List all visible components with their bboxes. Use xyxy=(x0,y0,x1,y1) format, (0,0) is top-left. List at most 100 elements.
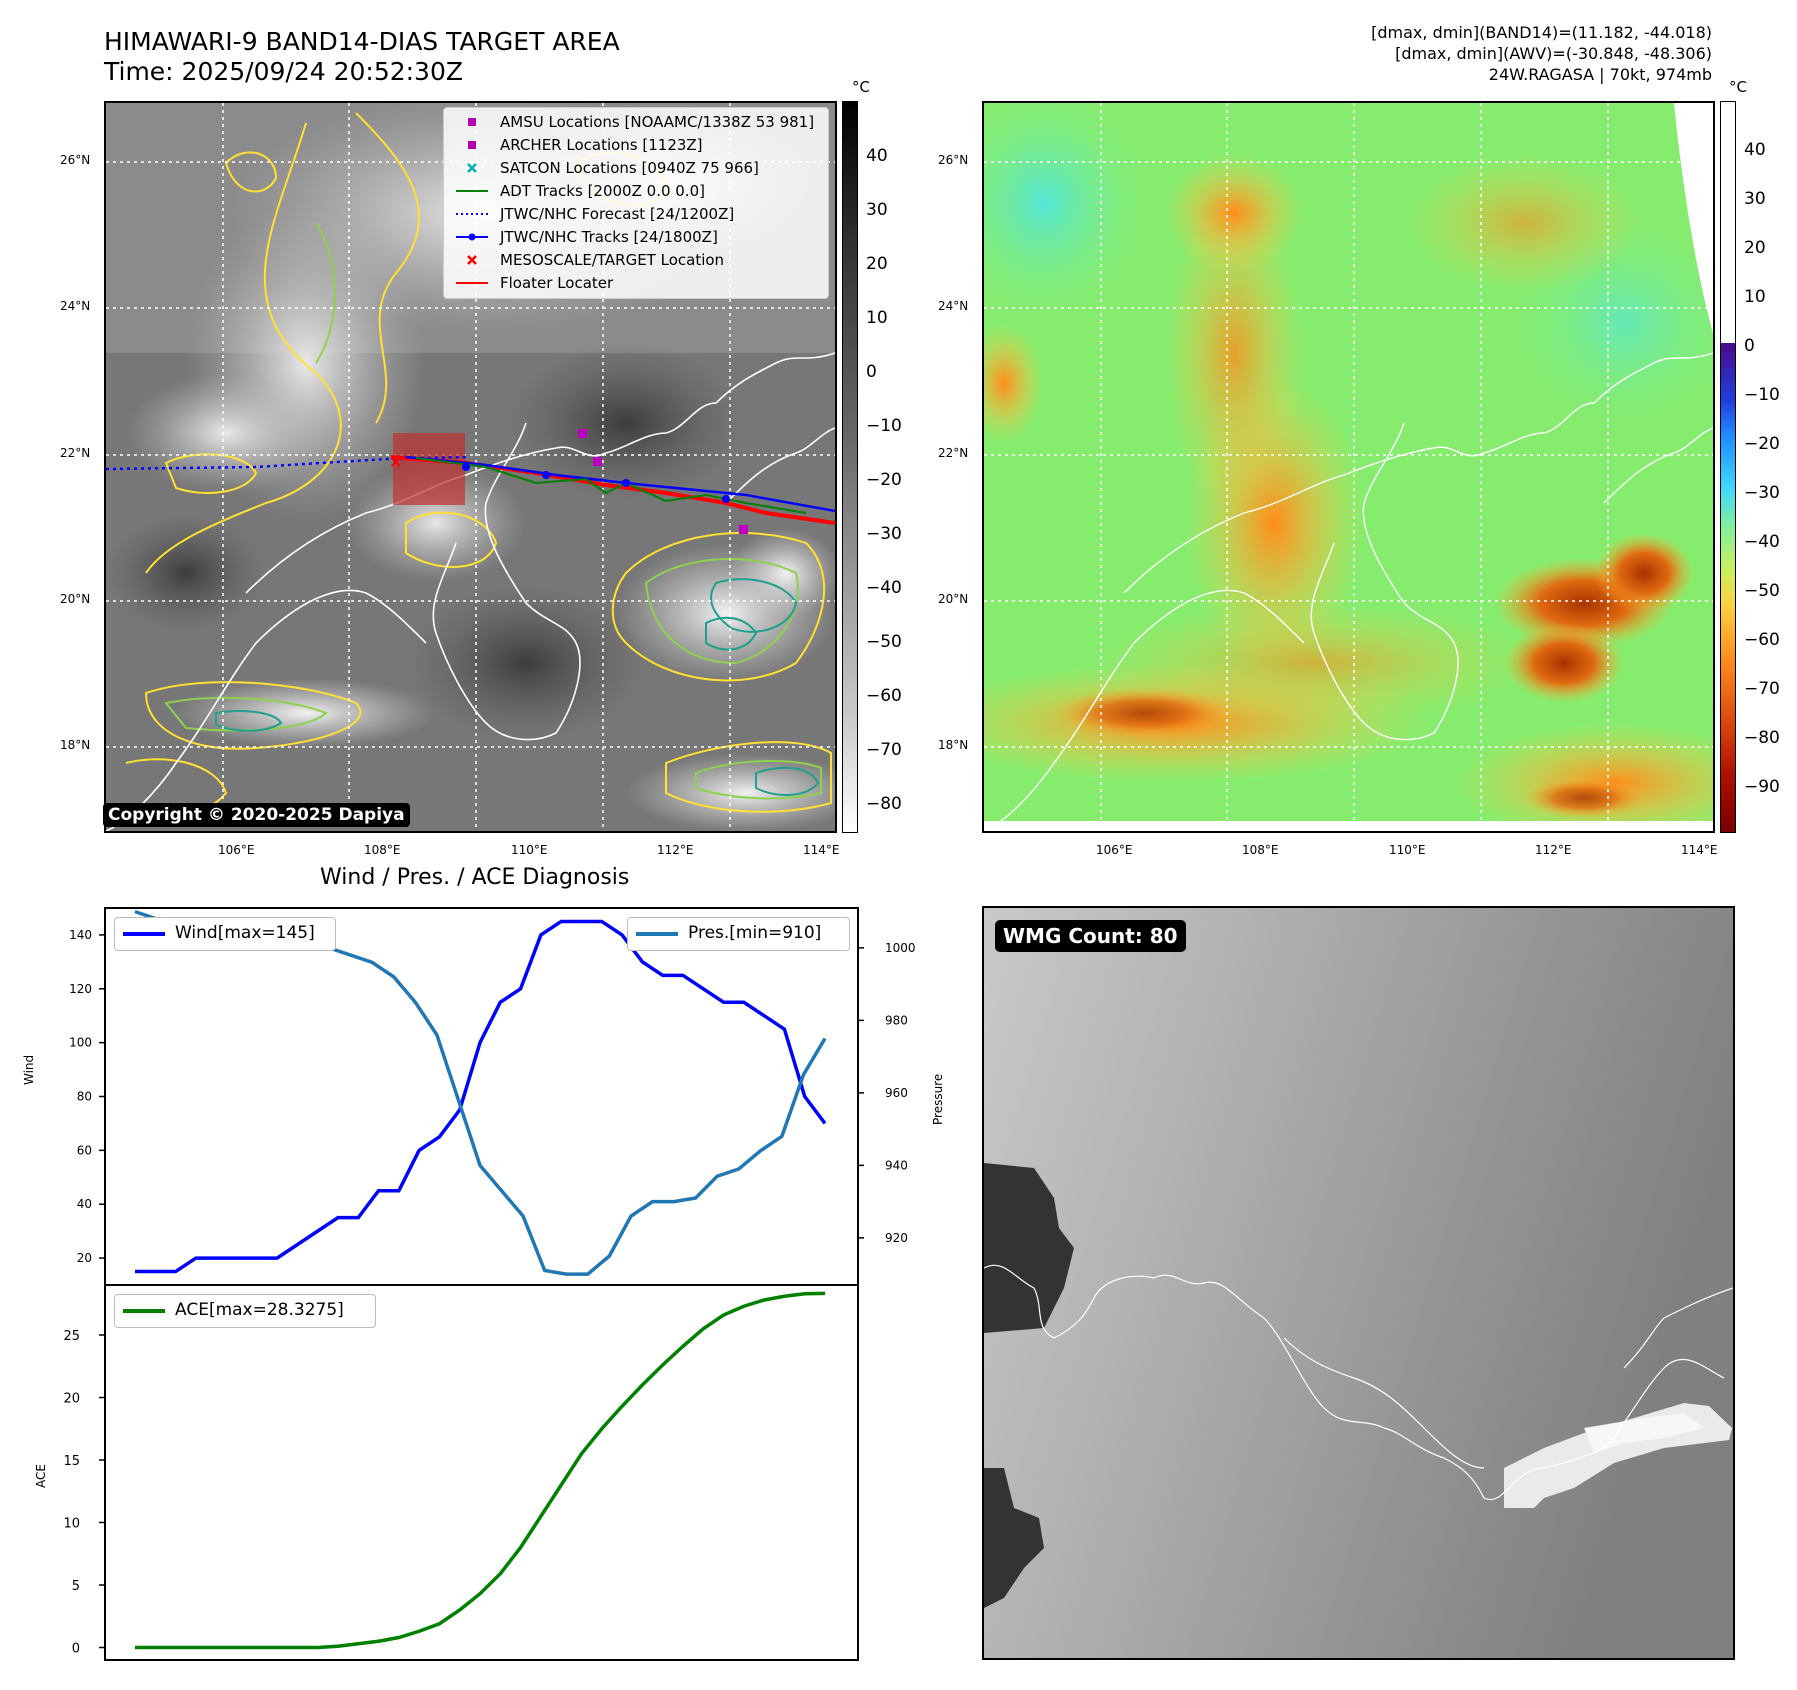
pressure-axis-label: Pressure xyxy=(931,1073,945,1125)
wind-axis-label: Wind xyxy=(22,1054,36,1085)
awv-colorbar-tick: 0 xyxy=(1744,336,1755,356)
ir-lon-tick: 110°E xyxy=(511,843,548,857)
awv-colorbar-tick: −40 xyxy=(1744,532,1780,552)
pressure-tick-label: 960 xyxy=(885,1086,908,1100)
awv-lat-tick: 20°N xyxy=(938,592,969,606)
wind-series-line xyxy=(135,919,827,1274)
ir-lon-tick: 112°E xyxy=(657,843,694,857)
ir-colorbar-tick: 10 xyxy=(866,308,888,328)
ace-y-axis: 0 5 10 15 20 25 xyxy=(63,1329,105,1657)
storm-info: 24W.RAGASA | 70kt, 974mb xyxy=(1488,65,1712,84)
wind-pressure-axes xyxy=(104,907,859,1286)
wind-legend-label: Wind[max=145] xyxy=(175,923,315,943)
wmg-image xyxy=(984,908,1733,1658)
awv-colorbar-tick: −20 xyxy=(1744,434,1780,454)
ace-tick-label: 15 xyxy=(63,1454,80,1469)
ace-tick-label: 0 xyxy=(72,1642,80,1657)
awv-colorbar-tick: 40 xyxy=(1744,140,1766,160)
awv-colorbar-tick: −90 xyxy=(1744,777,1780,797)
copyright-label: Copyright © 2020-2025 Dapiya xyxy=(103,803,410,827)
x-marker-icon xyxy=(454,250,490,270)
ir-colorbar xyxy=(842,101,858,833)
awv-colorbar-tick: 30 xyxy=(1744,189,1766,209)
awv-lon-tick: 112°E xyxy=(1535,843,1572,857)
pressure-y-axis: 920 940 960 980 1000 xyxy=(858,941,916,1245)
diagnosis-chart-title: Wind / Pres. / ACE Diagnosis xyxy=(320,865,630,890)
awv-colorbar-tick: 20 xyxy=(1744,238,1766,258)
wmg-panel xyxy=(982,906,1735,1660)
figure-title: HIMAWARI-9 BAND14-DIAS TARGET AREA xyxy=(104,27,620,56)
ace-tick-label: 25 xyxy=(63,1329,80,1344)
ir-colorbar-tick: 20 xyxy=(866,254,888,274)
awv-colorbar-tick: −10 xyxy=(1744,385,1780,405)
ir-lat-tick: 22°N xyxy=(60,446,91,460)
ir-colorbar-tick: −40 xyxy=(866,578,902,598)
ir-colorbar-tick: −30 xyxy=(866,524,902,544)
line-marker-icon xyxy=(454,273,490,293)
diagnosis-charts: 20 40 60 80 100 120 140 920 940 960 980 1000 0 5 10 1… xyxy=(63,907,916,1661)
awv-colorbar-tick: −80 xyxy=(1744,728,1780,748)
ir-lat-tick: 18°N xyxy=(60,738,91,752)
pressure-tick-label: 940 xyxy=(885,1158,908,1172)
ir-lat-tick: 24°N xyxy=(60,299,91,313)
pressure-tick-label: 1000 xyxy=(885,941,916,955)
awv-colorbar-tick: −50 xyxy=(1744,581,1780,601)
wind-legend: Wind[max=145] xyxy=(114,917,336,951)
ir-lon-tick: 106°E xyxy=(218,843,255,857)
awv-lat-tick: 22°N xyxy=(938,446,969,460)
ace-series-line xyxy=(135,1291,826,1650)
ir-colorbar-tick: −50 xyxy=(866,632,902,652)
line-marker-icon xyxy=(454,181,490,201)
awv-colorbar-tick: −60 xyxy=(1744,630,1780,650)
wind-tick-label: 140 xyxy=(69,928,92,942)
awv-colorbar-tick: 10 xyxy=(1744,287,1766,307)
wind-line-swatch xyxy=(123,932,165,936)
pressure-legend-label: Pres.[min=910] xyxy=(688,923,822,943)
awv-map-panel xyxy=(982,101,1715,833)
ir-lon-tick: 108°E xyxy=(364,843,401,857)
ir-lat-tick: 26°N xyxy=(60,153,91,167)
wind-tick-label: 40 xyxy=(77,1197,92,1211)
ace-legend: ACE[max=28.3275] xyxy=(114,1294,376,1328)
line-dot-marker-icon xyxy=(454,227,490,247)
awv-lon-tick: 108°E xyxy=(1242,843,1279,857)
awv-lon-tick: 114°E xyxy=(1681,843,1718,857)
awv-lat-tick: 24°N xyxy=(938,299,969,313)
ace-axes xyxy=(104,1284,859,1661)
ace-tick-label: 20 xyxy=(63,1392,80,1407)
pressure-tick-label: 920 xyxy=(885,1231,908,1245)
ir-colorbar-tick: 40 xyxy=(866,146,888,166)
band14-range: [dmax, dmin](BAND14)=(11.182, -44.018) xyxy=(1371,23,1712,42)
pressure-series-line xyxy=(134,909,827,1276)
dotted-line-icon xyxy=(454,204,490,224)
pressure-line-swatch xyxy=(636,932,678,936)
awv-lat-tick: 26°N xyxy=(938,153,969,167)
svg-text:×: × xyxy=(389,452,402,471)
ir-colorbar-unit: °C xyxy=(852,78,870,96)
ace-tick-label: 5 xyxy=(72,1579,80,1594)
wind-y-axis: 20 40 60 80 100 120 140 xyxy=(69,928,105,1265)
pressure-legend: Pres.[min=910] xyxy=(627,917,850,951)
awv-map-image xyxy=(984,103,1713,831)
awv-lon-tick: 106°E xyxy=(1096,843,1133,857)
ir-colorbar-tick: −10 xyxy=(866,416,902,436)
awv-colorbar-tick: −70 xyxy=(1744,679,1780,699)
wind-tick-label: 60 xyxy=(77,1143,92,1157)
awv-lon-tick: 110°E xyxy=(1389,843,1426,857)
x-marker-icon xyxy=(454,158,490,178)
wind-tick-label: 100 xyxy=(69,1036,92,1050)
awv-lat-tick: 18°N xyxy=(938,738,969,752)
ir-colorbar-tick: −60 xyxy=(866,686,902,706)
ace-tick-label: 10 xyxy=(63,1517,80,1532)
ir-colorbar-tick: −70 xyxy=(866,740,902,760)
wmg-count-badge: WMG Count: 80 xyxy=(995,920,1186,952)
square-marker-icon xyxy=(454,112,490,132)
awv-colorbar-unit: °C xyxy=(1729,78,1747,96)
figure-time: Time: 2025/09/24 20:52:30Z xyxy=(104,57,463,86)
awv-colorbar xyxy=(1720,101,1736,833)
ir-colorbar-tick: 0 xyxy=(866,362,877,382)
wind-tick-label: 120 xyxy=(69,982,92,996)
ace-axis-label: ACE xyxy=(34,1464,48,1488)
ir-colorbar-tick: 30 xyxy=(866,200,888,220)
wind-tick-label: 20 xyxy=(77,1251,92,1265)
